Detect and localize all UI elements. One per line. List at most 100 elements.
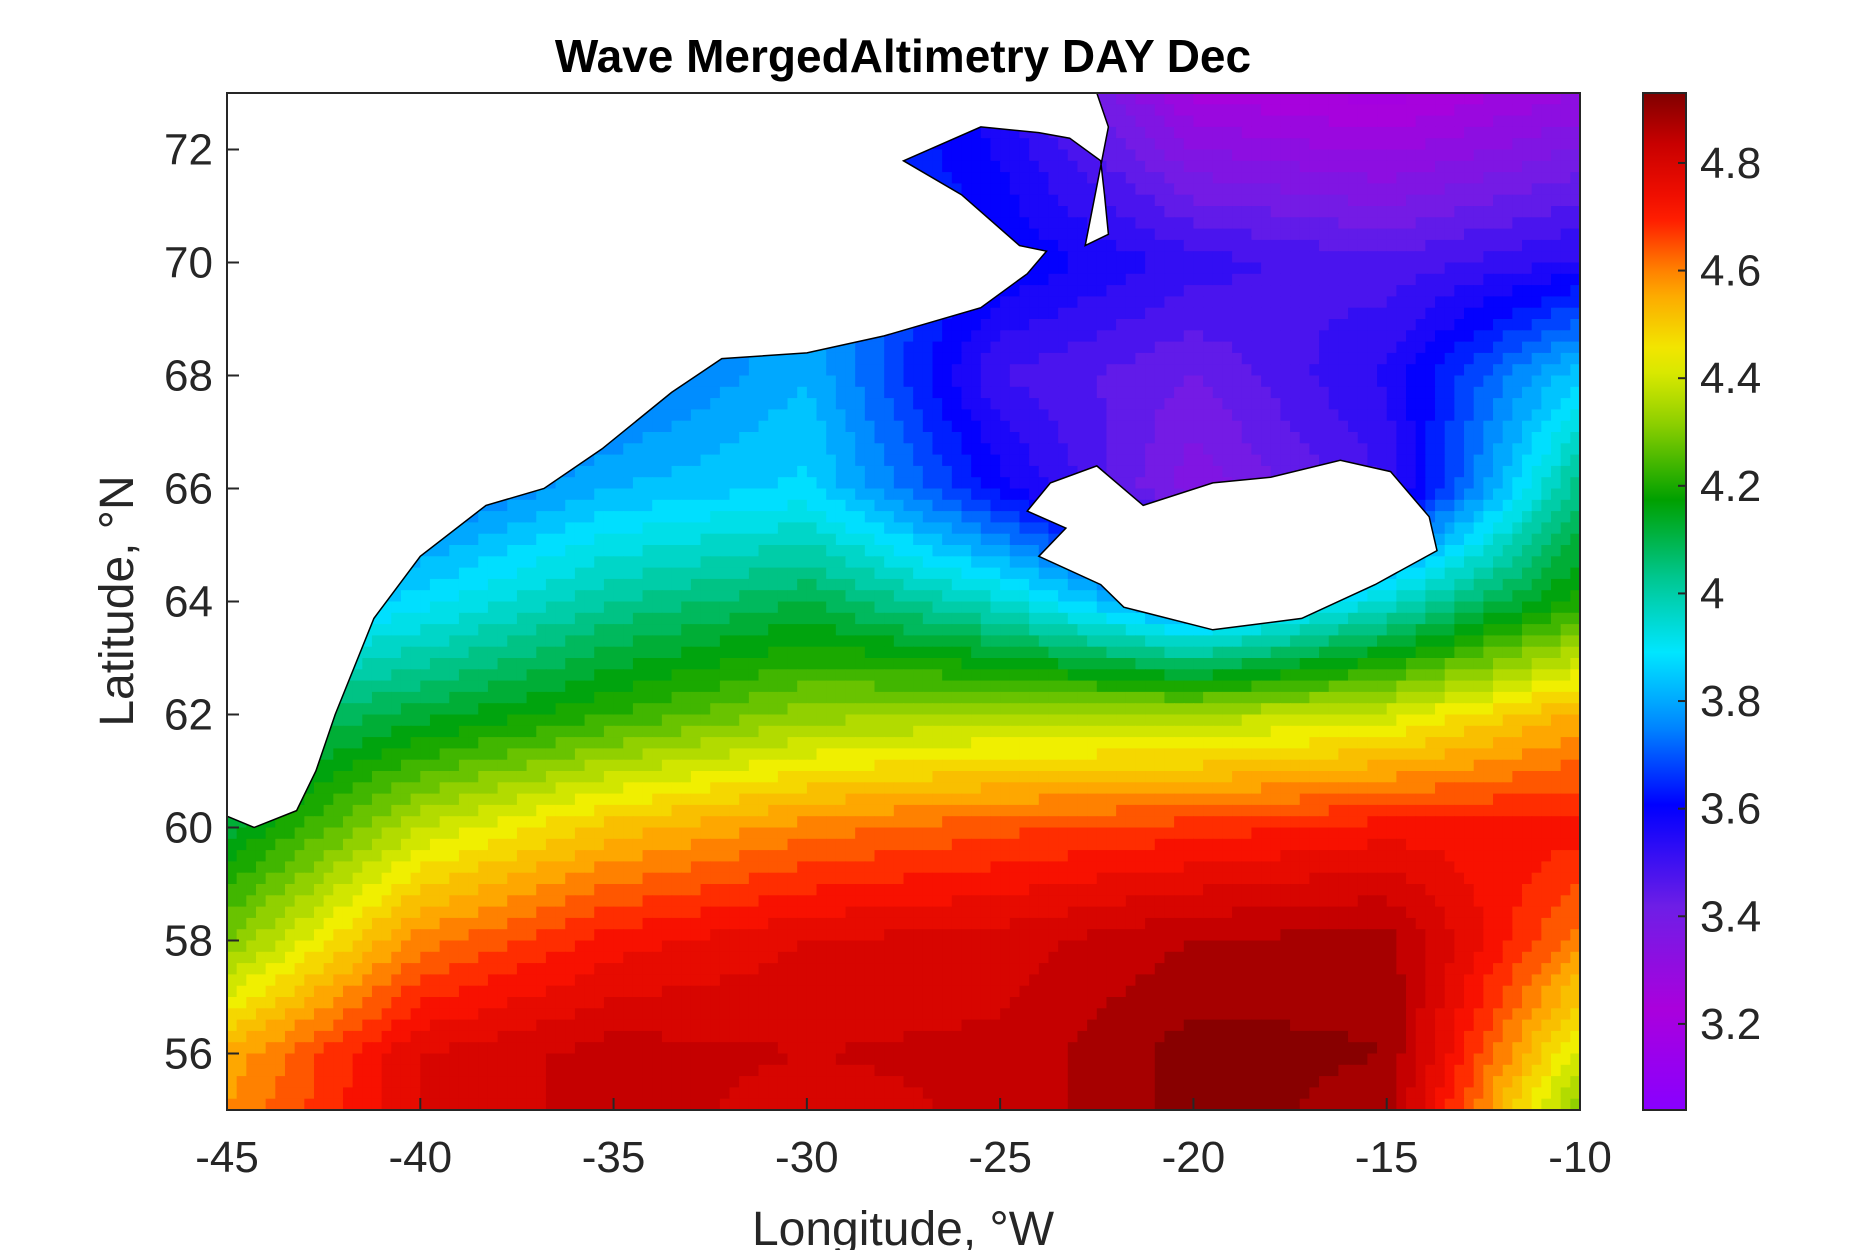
field-cell	[1406, 398, 1417, 410]
field-cell	[816, 386, 827, 399]
field-cell	[1077, 398, 1088, 410]
field-cell	[1077, 420, 1088, 433]
field-cell	[1241, 443, 1253, 456]
field-cell	[758, 420, 769, 433]
field-cell	[1406, 364, 1417, 377]
field-cell	[1357, 160, 1368, 173]
field-cell	[1444, 296, 1455, 309]
field-cell	[1357, 443, 1368, 456]
field-cell	[1232, 409, 1243, 422]
field-cell	[1183, 206, 1195, 218]
field-cell	[1560, 454, 1571, 467]
field-cell	[1570, 206, 1580, 218]
field-cell	[1232, 172, 1243, 184]
field-cell	[1145, 488, 1156, 501]
field-cell	[1290, 375, 1301, 388]
field-cell	[1077, 160, 1088, 173]
field-cell	[1125, 465, 1137, 478]
field-cell	[1058, 319, 1069, 331]
field-cell	[1396, 352, 1407, 365]
field-cell	[1280, 126, 1291, 139]
field-cell	[1116, 341, 1127, 354]
field-cell	[748, 454, 760, 467]
field-cell	[613, 477, 624, 490]
field-cell	[1454, 206, 1465, 218]
field-cell	[1357, 104, 1368, 117]
field-cell	[1415, 386, 1426, 399]
field-cell	[1560, 126, 1571, 139]
field-cell	[1145, 319, 1156, 331]
field-cell	[1087, 420, 1098, 433]
field-cell	[1096, 352, 1108, 365]
field-cell	[1386, 194, 1397, 207]
field-cell	[1357, 420, 1368, 433]
field-cell	[816, 364, 827, 377]
field-cell	[1125, 477, 1137, 490]
field-cell	[971, 420, 982, 433]
field-cell	[1145, 104, 1156, 117]
field-cell	[1212, 432, 1224, 444]
field-cell	[1077, 307, 1088, 320]
field-cell	[1000, 206, 1011, 218]
field-cell	[1116, 126, 1127, 139]
field-cell	[951, 465, 963, 478]
field-cell	[1415, 352, 1426, 365]
field-cell	[1183, 115, 1195, 128]
field-cell	[990, 126, 1001, 139]
field-cell	[1154, 341, 1166, 354]
field-cell	[1280, 228, 1291, 241]
field-cell	[1348, 319, 1359, 331]
field-cell	[1531, 420, 1542, 433]
field-cell	[690, 488, 702, 501]
field-cell	[1058, 330, 1069, 343]
field-cell	[1444, 217, 1455, 230]
field-cell	[826, 454, 837, 467]
field-cell	[1222, 420, 1233, 433]
field-cell	[1367, 398, 1378, 410]
field-cell	[1067, 443, 1079, 456]
field-cell	[1473, 420, 1484, 433]
field-cell	[1493, 217, 1504, 230]
field-cell	[806, 454, 818, 467]
field-cell	[1203, 420, 1214, 433]
field-cell	[1348, 126, 1359, 139]
field-cell	[1087, 386, 1098, 399]
field-cell	[826, 432, 837, 444]
field-cell	[1145, 432, 1156, 444]
field-cell	[1048, 273, 1059, 286]
field-cell	[1009, 149, 1021, 162]
field-cell	[1193, 251, 1204, 264]
field-cell	[1299, 115, 1310, 128]
field-cell	[1415, 443, 1426, 456]
field-cell	[623, 454, 634, 467]
field-cell	[1328, 138, 1339, 151]
field-cell	[1541, 420, 1552, 433]
field-cell	[1406, 465, 1417, 478]
field-cell	[1212, 206, 1224, 218]
field-cell	[1203, 115, 1214, 128]
field-cell	[1357, 239, 1368, 252]
field-cell	[1058, 454, 1069, 467]
field-cell	[1464, 386, 1475, 399]
field-cell	[1019, 194, 1030, 207]
field-cell	[1425, 104, 1436, 117]
field-cell	[1058, 465, 1069, 478]
field-cell	[1560, 330, 1571, 343]
field-cell	[1251, 172, 1262, 184]
field-cell	[932, 319, 943, 331]
field-cell	[1493, 364, 1504, 377]
field-cell	[1193, 409, 1204, 422]
field-cell	[1328, 432, 1339, 444]
field-cell	[1048, 398, 1059, 410]
field-cell	[1067, 319, 1079, 331]
field-cell	[1135, 239, 1146, 252]
field-cell	[855, 477, 866, 490]
field-cell	[1502, 104, 1513, 117]
field-cell	[1058, 285, 1069, 297]
field-cell	[1386, 375, 1397, 388]
field-cell	[1087, 443, 1098, 456]
field-cell	[980, 126, 992, 139]
field-cell	[1222, 138, 1233, 151]
field-cell	[623, 488, 634, 501]
